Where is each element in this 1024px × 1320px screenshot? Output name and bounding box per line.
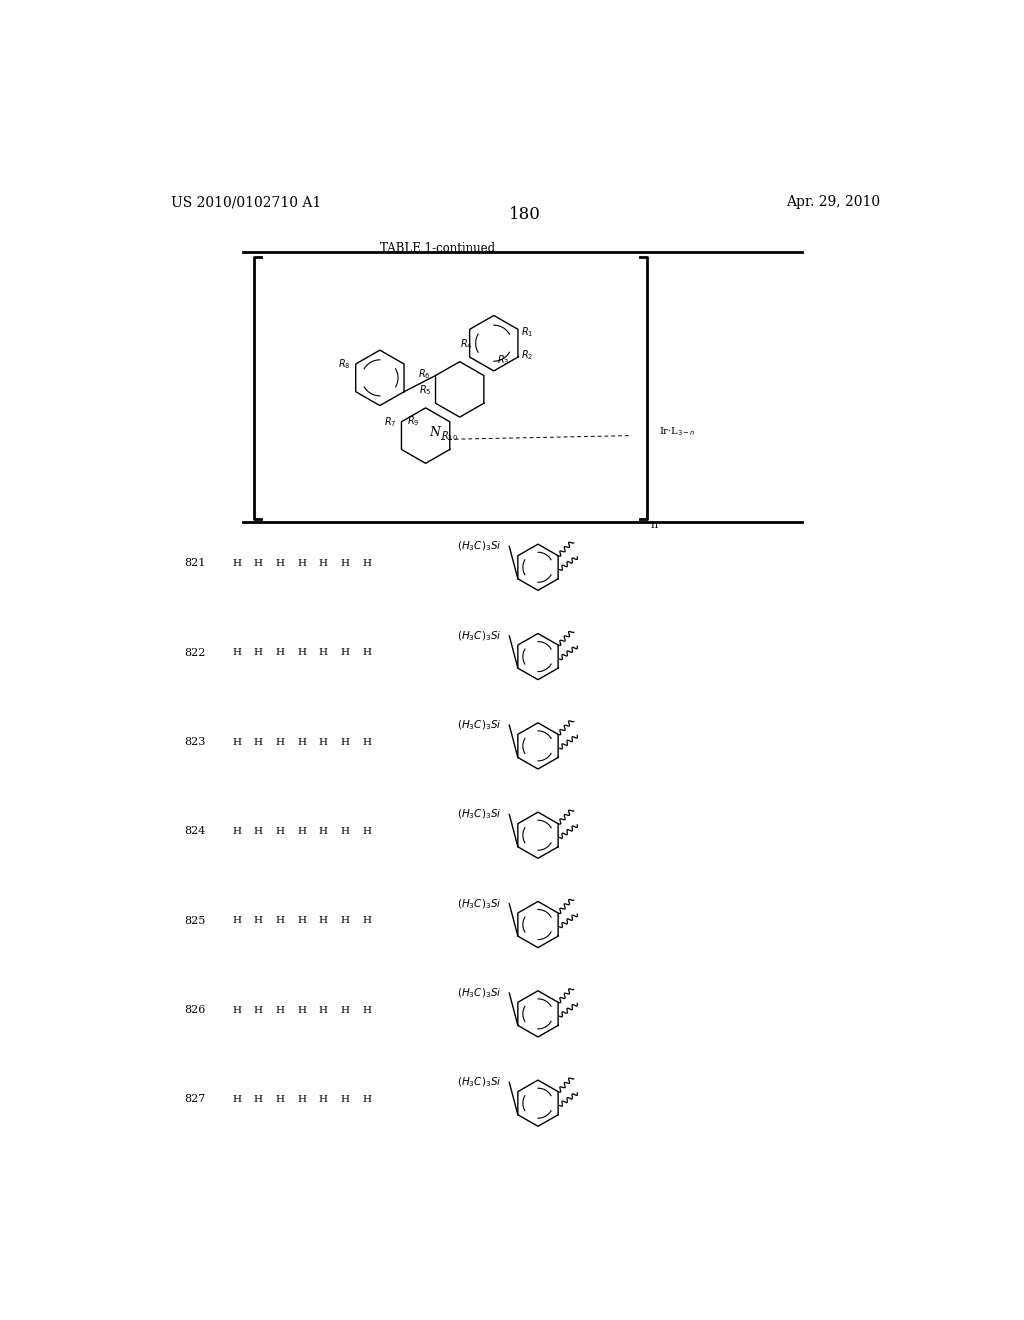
Text: H: H <box>341 1006 349 1015</box>
Text: H: H <box>341 558 349 568</box>
Text: H: H <box>362 826 372 836</box>
Text: H: H <box>232 558 241 568</box>
Text: $R_8$: $R_8$ <box>338 358 351 371</box>
Text: 827: 827 <box>183 1094 205 1105</box>
Text: $(H_3C)_3Si$: $(H_3C)_3Si$ <box>457 986 501 999</box>
Text: H: H <box>254 648 263 657</box>
Text: $R_7$: $R_7$ <box>384 414 396 429</box>
Text: $(H_3C)_3Si$: $(H_3C)_3Si$ <box>457 1076 501 1089</box>
Text: Apr. 29, 2010: Apr. 29, 2010 <box>785 195 880 210</box>
Text: H: H <box>362 738 372 747</box>
Text: H: H <box>341 916 349 925</box>
Text: 824: 824 <box>183 826 205 837</box>
Text: 823: 823 <box>183 737 205 747</box>
Text: US 2010/0102710 A1: US 2010/0102710 A1 <box>171 195 321 210</box>
Text: $(H_3C)_3Si$: $(H_3C)_3Si$ <box>457 718 501 731</box>
Text: H: H <box>275 1006 285 1015</box>
Text: H: H <box>297 738 306 747</box>
Text: H: H <box>318 916 328 925</box>
Text: H: H <box>362 1006 372 1015</box>
Text: H: H <box>254 1094 263 1104</box>
Text: $R_{10}$: $R_{10}$ <box>441 429 459 444</box>
Text: H: H <box>254 738 263 747</box>
Text: H: H <box>297 826 306 836</box>
Text: 826: 826 <box>183 1005 205 1015</box>
Text: H: H <box>341 648 349 657</box>
Text: H: H <box>318 558 328 568</box>
Text: H: H <box>318 826 328 836</box>
Text: $(H_3C)_3Si$: $(H_3C)_3Si$ <box>457 808 501 821</box>
Text: H: H <box>254 916 263 925</box>
Text: H: H <box>341 1094 349 1104</box>
Text: H: H <box>362 648 372 657</box>
Text: H: H <box>318 738 328 747</box>
Text: $(H_3C)_3Si$: $(H_3C)_3Si$ <box>457 898 501 911</box>
Text: H: H <box>318 1094 328 1104</box>
Text: H: H <box>275 916 285 925</box>
Text: H: H <box>362 916 372 925</box>
Text: H: H <box>275 826 285 836</box>
Text: H: H <box>297 916 306 925</box>
Text: $R_1$: $R_1$ <box>521 326 534 339</box>
Text: H: H <box>318 1006 328 1015</box>
Text: $R_2$: $R_2$ <box>521 348 534 362</box>
Text: $R_9$: $R_9$ <box>407 414 420 428</box>
Text: H: H <box>232 1094 241 1104</box>
Text: H: H <box>362 1094 372 1104</box>
Text: H: H <box>297 1006 306 1015</box>
Text: Ir·L$_{3-n}$: Ir·L$_{3-n}$ <box>658 425 695 438</box>
Text: H: H <box>275 558 285 568</box>
Text: N: N <box>429 426 440 440</box>
Text: $(H_3C)_3Si$: $(H_3C)_3Si$ <box>457 540 501 553</box>
Text: H: H <box>341 826 349 836</box>
Text: H: H <box>232 916 241 925</box>
Text: H: H <box>254 826 263 836</box>
Text: $R_5$: $R_5$ <box>419 383 432 397</box>
Text: H: H <box>232 648 241 657</box>
Text: $R_4$: $R_4$ <box>460 337 473 351</box>
Text: $R_3$: $R_3$ <box>497 354 510 367</box>
Text: n: n <box>650 520 657 531</box>
Text: $R_6$: $R_6$ <box>418 367 431 381</box>
Text: H: H <box>318 648 328 657</box>
Text: 180: 180 <box>509 206 541 223</box>
Text: 825: 825 <box>183 916 205 925</box>
Text: TABLE 1-continued: TABLE 1-continued <box>381 242 496 255</box>
Text: H: H <box>297 558 306 568</box>
Text: H: H <box>297 648 306 657</box>
Text: H: H <box>232 1006 241 1015</box>
Text: H: H <box>232 738 241 747</box>
Text: H: H <box>254 558 263 568</box>
Text: H: H <box>275 648 285 657</box>
Text: H: H <box>362 558 372 568</box>
Text: H: H <box>297 1094 306 1104</box>
Text: H: H <box>232 826 241 836</box>
Text: H: H <box>254 1006 263 1015</box>
Text: 822: 822 <box>183 648 205 657</box>
Text: H: H <box>275 1094 285 1104</box>
Text: $(H_3C)_3Si$: $(H_3C)_3Si$ <box>457 630 501 643</box>
Text: H: H <box>341 738 349 747</box>
Text: 821: 821 <box>183 558 205 569</box>
Text: H: H <box>275 738 285 747</box>
